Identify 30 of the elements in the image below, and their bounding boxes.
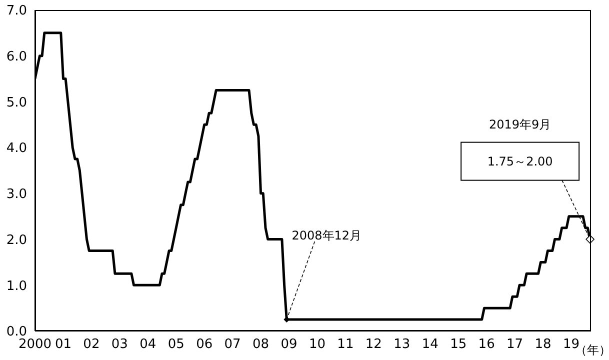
- annotation: 2019年9月: [488, 117, 552, 132]
- x-tick-label: 12: [365, 337, 382, 352]
- x-tick-label: 05: [168, 337, 184, 352]
- x-tick-label: 16: [478, 337, 495, 352]
- y-tick-label: 4.0: [6, 141, 27, 156]
- x-tick-label: 09: [280, 337, 298, 352]
- x-tick-label: 02: [83, 337, 100, 352]
- x-tick-label: 03: [111, 337, 128, 352]
- x-tick-label: 14: [422, 337, 438, 352]
- x-tick-label: 10: [308, 337, 326, 352]
- y-tick-label: 6.0: [6, 49, 27, 64]
- y-tick-label: 3.0: [6, 187, 27, 202]
- annotation: 1.75～2.00: [487, 154, 553, 168]
- y-tick-label: 7.0: [6, 4, 27, 19]
- x-tick-label: 17: [506, 337, 524, 352]
- x-tick-label: 15: [450, 337, 467, 352]
- x-tick-label: 04: [140, 337, 156, 352]
- x-tick-label: 18: [534, 337, 552, 352]
- x-tick-label: 2000: [18, 337, 52, 352]
- y-tick-label: 2.0: [6, 232, 27, 248]
- x-tick-label: 07: [224, 337, 241, 352]
- x-tick-label: 11: [337, 337, 354, 352]
- y-tick-label: 5.0: [6, 95, 27, 110]
- x-tick-label: 06: [196, 337, 213, 352]
- x-tick-label: 08: [252, 337, 270, 352]
- x-tick-label: 13: [394, 337, 410, 352]
- annotation: 2008年12月: [292, 228, 362, 243]
- y-tick-label: 1.0: [6, 278, 27, 294]
- x-tick-label: 01: [54, 337, 72, 352]
- x-tick-label: 19: [562, 337, 580, 352]
